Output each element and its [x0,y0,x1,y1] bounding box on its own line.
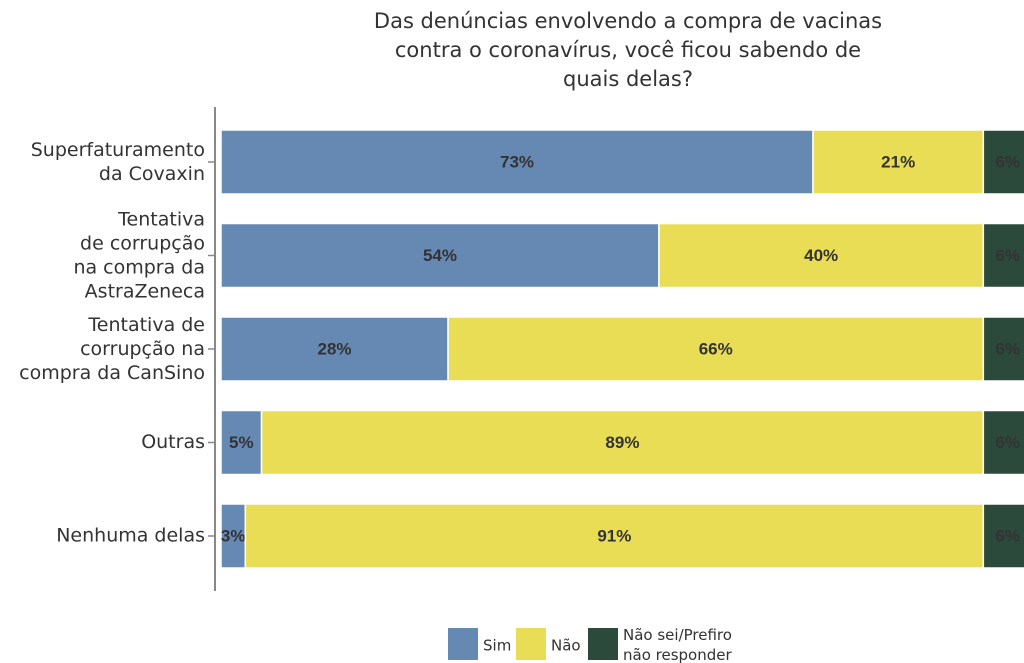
bar-segment [982,129,1024,195]
legend-label: Não sei/Prefiro não responder [623,626,732,663]
legend-swatch [588,628,618,660]
value-label: 21% [881,152,915,171]
value-label: 6% [995,246,1020,265]
value-label: 73% [500,152,534,171]
category-label: Outras [141,431,205,453]
bar-segment [260,409,985,476]
value-label: 66% [699,339,733,358]
value-label: 89% [605,433,639,452]
bar-segment [982,503,1024,569]
bar-segment [220,316,449,382]
bar-segment [658,222,985,289]
bar-segment [982,316,1024,382]
value-label: 54% [423,246,457,265]
value-label: 6% [995,433,1020,452]
legend-label: Sim [483,637,511,655]
legend-label: Não [551,637,581,655]
category-label: Tentativa de corrupção na compra da AstraZe… [73,208,205,302]
value-label: 6% [995,152,1020,171]
value-label: 5% [229,433,254,452]
bar-segment [812,129,985,195]
value-label: 6% [995,339,1020,358]
value-label: 28% [318,339,352,358]
bar-segment [447,316,985,382]
legend-swatch [448,628,478,660]
value-label: 40% [804,246,838,265]
bar-segment [982,409,1024,476]
category-label: Tentativa de corrupção na compra da CanSin… [19,314,205,384]
bar-segment [982,222,1024,289]
bar-segment [244,503,985,569]
category-label: Nenhuma delas [56,525,205,547]
bar-segment [220,222,660,289]
bar-segment [220,129,814,195]
value-label: 6% [995,526,1020,545]
category-label: Superfaturamento da Covaxin [31,139,205,185]
bar-segment [220,409,263,476]
value-label: 3% [221,526,246,545]
chart-title: Das denúncias envolvendo a compra de vac… [374,9,882,91]
value-label: 91% [597,526,631,545]
legend-swatch [516,628,546,660]
